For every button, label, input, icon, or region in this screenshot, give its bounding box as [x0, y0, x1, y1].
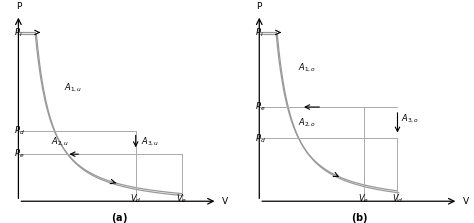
Text: $V_e$: $V_e$: [176, 193, 187, 205]
Text: $V_d$: $V_d$: [130, 193, 141, 205]
Text: $A_{2,o}$: $A_{2,o}$: [298, 117, 317, 129]
Text: P: P: [16, 2, 21, 11]
Text: $P_e$: $P_e$: [255, 101, 265, 113]
Text: $P_i$: $P_i$: [14, 26, 23, 39]
Text: $P_e$: $P_e$: [14, 148, 25, 160]
Text: $V_d$: $V_d$: [392, 193, 403, 205]
Text: $V_e$: $V_e$: [358, 193, 370, 205]
Text: $P_d$: $P_d$: [255, 132, 266, 145]
Text: $A_{1,u}$: $A_{1,u}$: [64, 81, 82, 94]
Text: $\mathbf{(a)}$: $\mathbf{(a)}$: [110, 211, 128, 223]
Text: $A_{2,u}$: $A_{2,u}$: [51, 136, 70, 149]
Text: $A_{3,o}$: $A_{3,o}$: [401, 113, 419, 125]
Text: $A_{3,u}$: $A_{3,u}$: [141, 136, 160, 149]
Text: $\mathbf{(b)}$: $\mathbf{(b)}$: [351, 211, 368, 223]
Text: V: V: [463, 197, 469, 206]
Text: $A_{1,o}$: $A_{1,o}$: [298, 62, 317, 74]
Text: $P_i$: $P_i$: [255, 26, 264, 39]
Text: $P_d$: $P_d$: [14, 124, 25, 137]
Text: V: V: [221, 197, 228, 206]
Text: P: P: [256, 2, 262, 11]
